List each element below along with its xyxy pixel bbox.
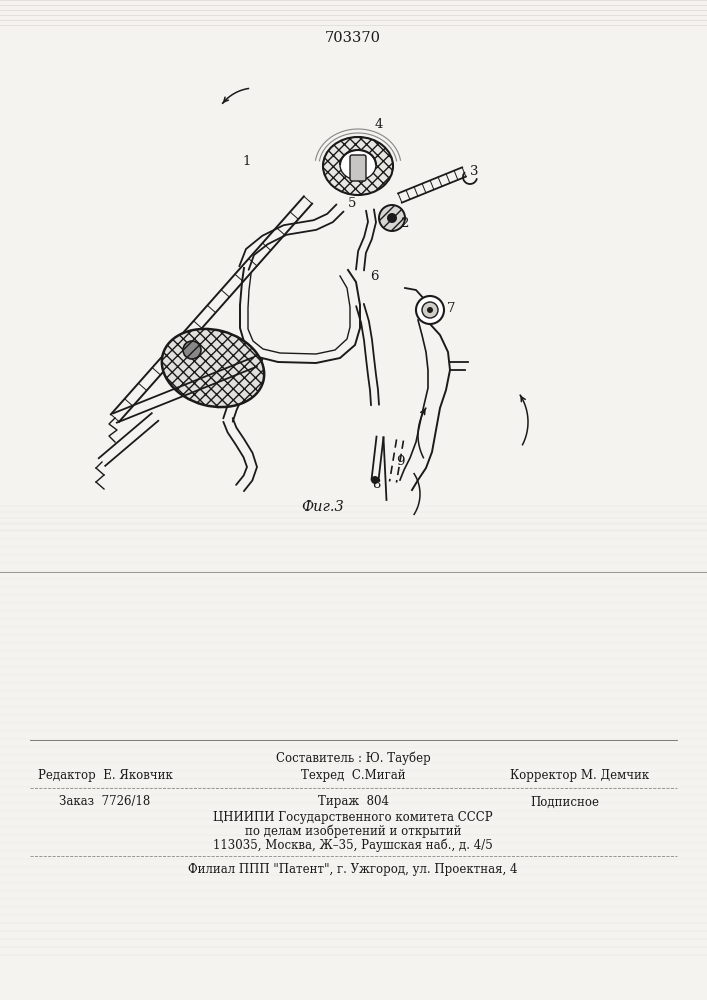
Text: 6: 6 — [370, 270, 378, 283]
Circle shape — [416, 296, 444, 324]
Ellipse shape — [323, 137, 393, 195]
Text: Составитель : Ю. Таубер: Составитель : Ю. Таубер — [276, 751, 431, 765]
Text: 8: 8 — [372, 478, 380, 491]
Circle shape — [183, 341, 201, 359]
Text: 1: 1 — [242, 155, 250, 168]
Ellipse shape — [162, 329, 264, 407]
Text: 703370: 703370 — [325, 31, 381, 45]
FancyBboxPatch shape — [350, 155, 366, 181]
Text: по делам изобретений и открытий: по делам изобретений и открытий — [245, 824, 461, 838]
Text: 2: 2 — [400, 217, 409, 230]
Text: 3: 3 — [470, 165, 479, 178]
Circle shape — [427, 307, 433, 313]
Text: Фиг.3: Фиг.3 — [302, 500, 344, 514]
Text: 7: 7 — [447, 302, 455, 315]
Text: Техред  С.Мигай: Техред С.Мигай — [300, 770, 405, 782]
Text: 5: 5 — [348, 197, 356, 210]
Text: Тираж  804: Тираж 804 — [317, 796, 389, 808]
Text: Заказ  7726/18: Заказ 7726/18 — [59, 796, 151, 808]
Circle shape — [371, 476, 379, 484]
Text: Подписное: Подписное — [530, 796, 600, 808]
Text: Редактор  Е. Яковчик: Редактор Е. Яковчик — [37, 770, 173, 782]
Circle shape — [387, 213, 397, 223]
Text: Филиал ППП "Патент", г. Ужгород, ул. Проектная, 4: Филиал ППП "Патент", г. Ужгород, ул. Про… — [188, 863, 518, 876]
Text: ЦНИИПИ Государственного комитета СССР: ЦНИИПИ Государственного комитета СССР — [214, 810, 493, 824]
Text: 113035, Москва, Ж–35, Раушская наб., д. 4/5: 113035, Москва, Ж–35, Раушская наб., д. … — [213, 838, 493, 852]
Text: Корректор М. Демчик: Корректор М. Демчик — [510, 770, 650, 782]
Text: 4: 4 — [375, 118, 383, 131]
Ellipse shape — [340, 150, 376, 180]
Circle shape — [379, 205, 405, 231]
Circle shape — [422, 302, 438, 318]
Text: 9: 9 — [396, 455, 404, 468]
